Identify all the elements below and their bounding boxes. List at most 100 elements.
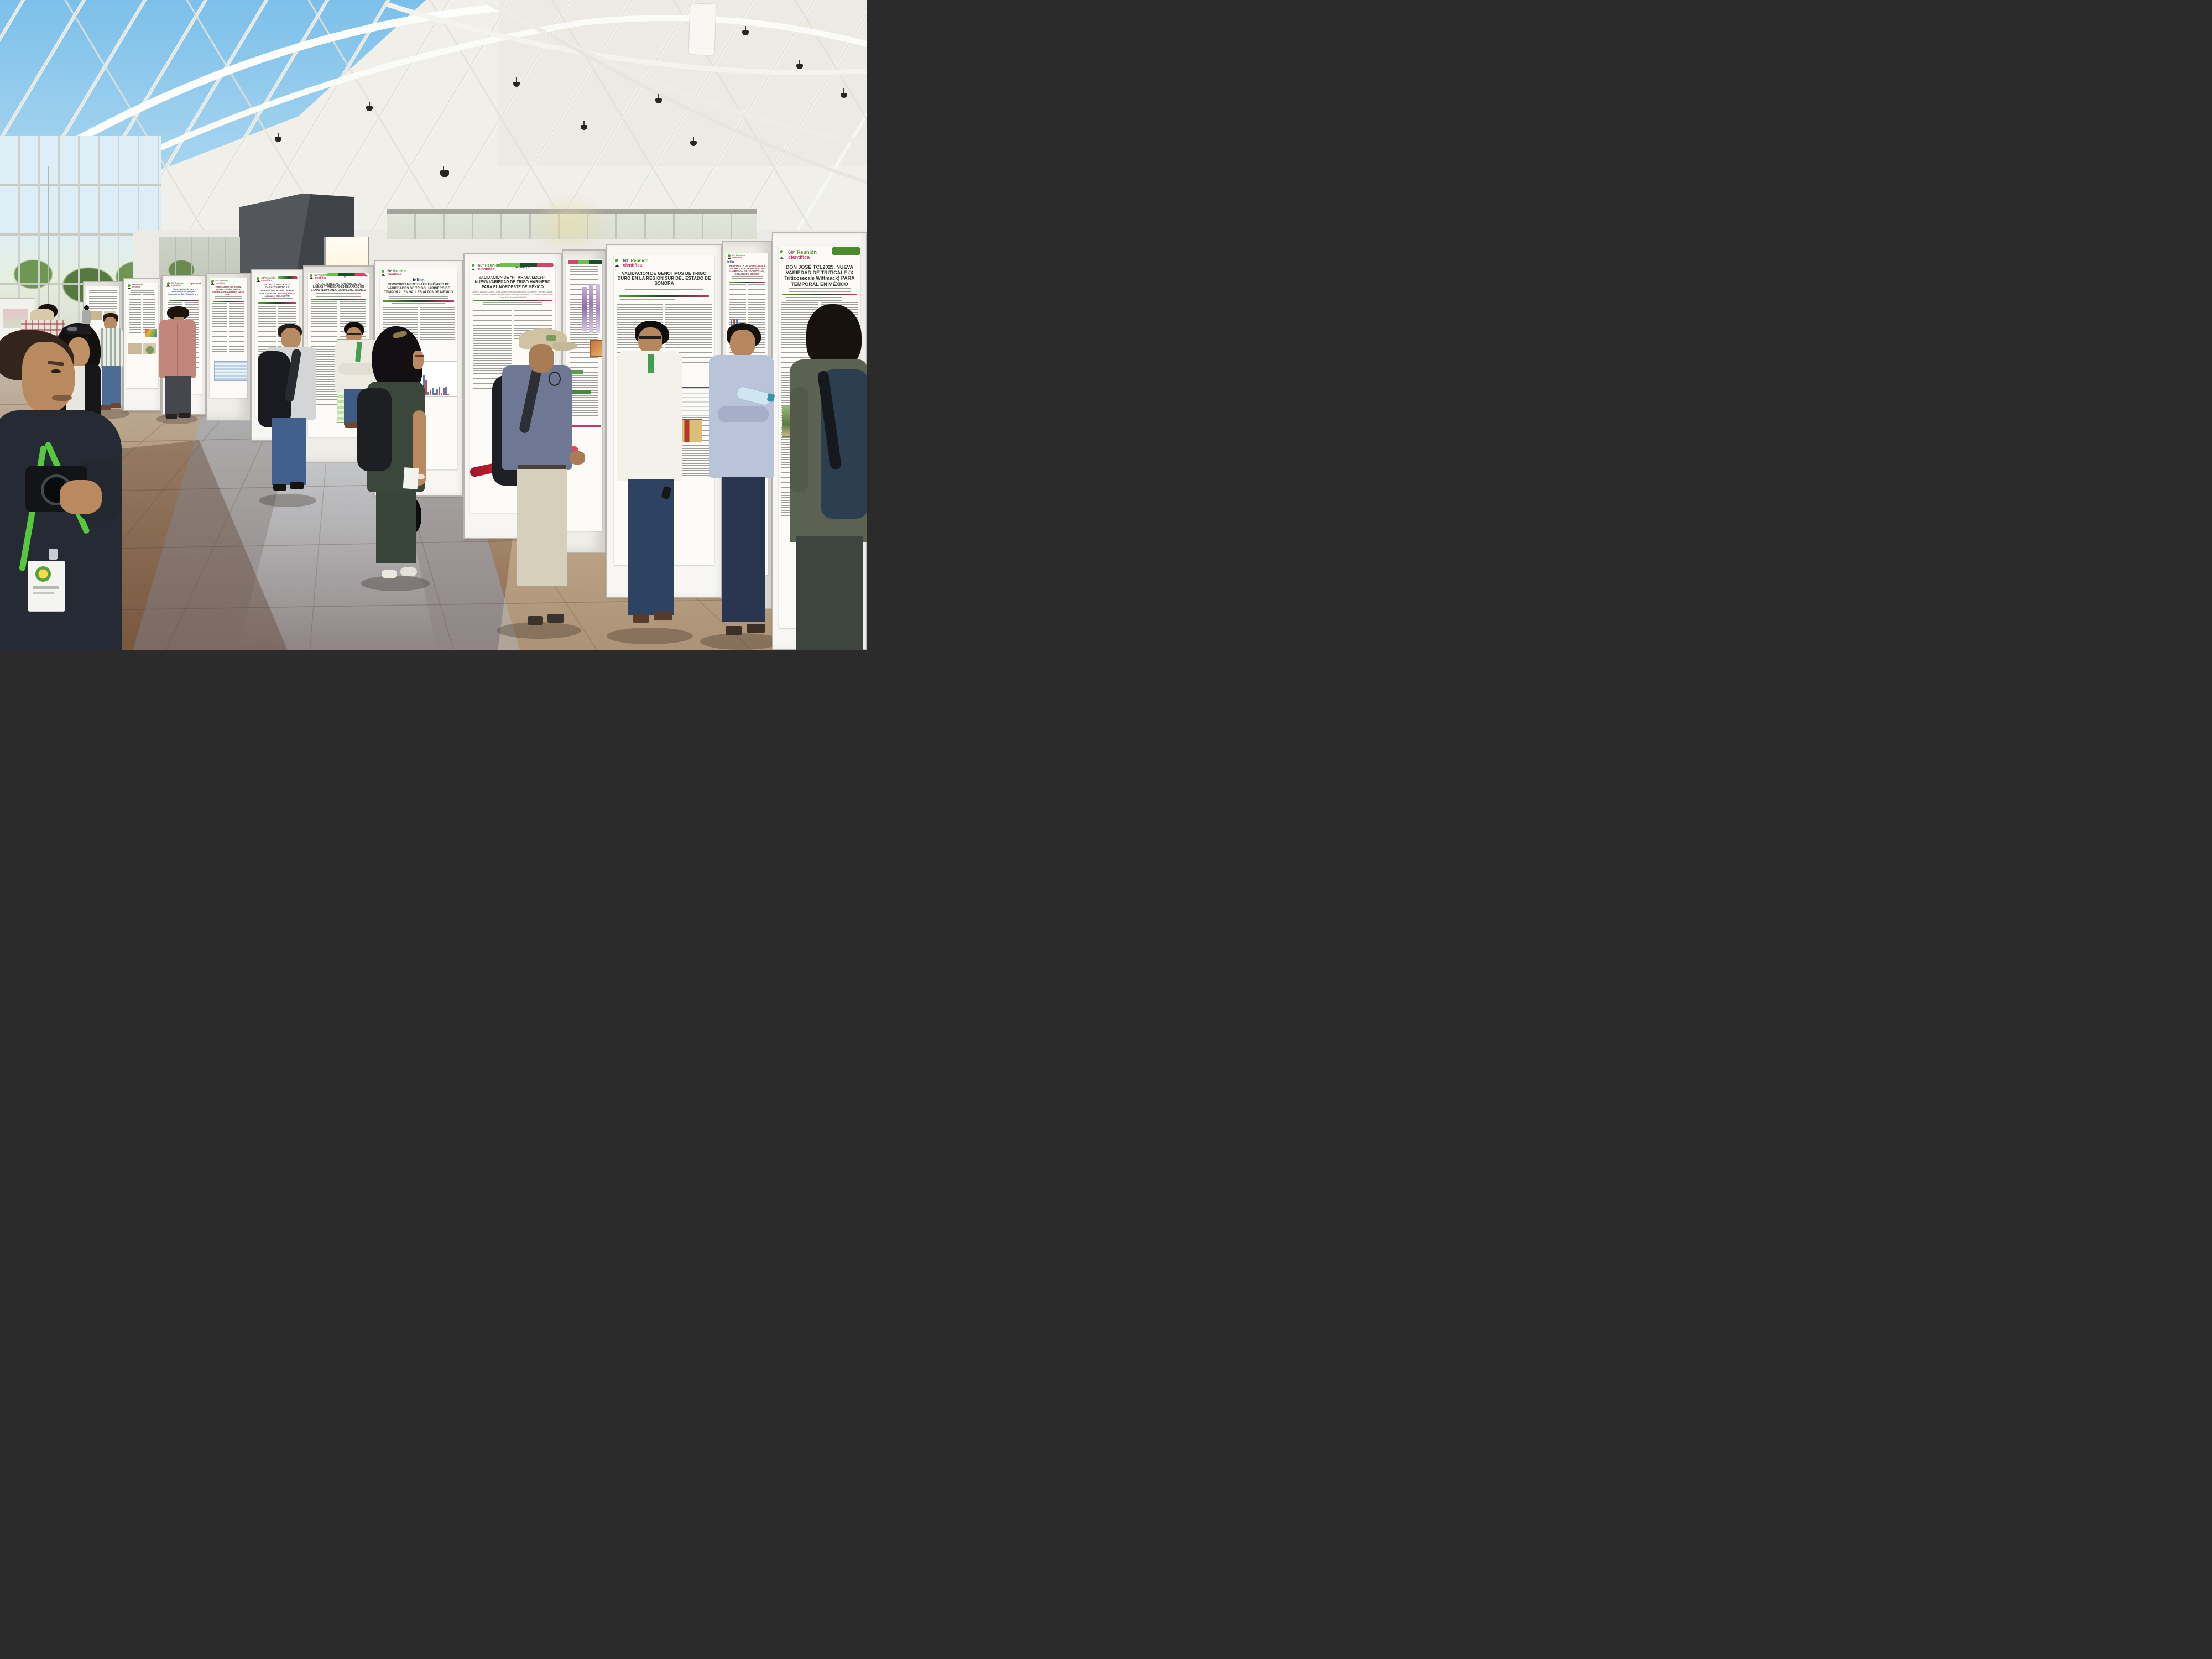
- head: [529, 344, 554, 373]
- poster-avena-ambientes: 60ª Reunión científica VARIEDADES DE AVEN…: [209, 278, 248, 398]
- color-bar: [425, 270, 456, 275]
- reunion-logo-icon: [381, 269, 386, 276]
- logo-cientifica: científica: [215, 281, 226, 284]
- figure-red: [589, 340, 603, 357]
- conference-hall-photo: 60ª Reunión científica 60ª Reunión científ…: [0, 0, 867, 650]
- sunglasses-glint: [67, 327, 77, 331]
- person-right-edge-backpack: [785, 304, 867, 650]
- logo-reunion: Reunión: [219, 279, 228, 282]
- poster-panel-avena-ambientes: 60ª Reunión científica VARIEDADES DE AVEN…: [206, 273, 251, 421]
- logo-reunion: Reunión: [393, 269, 407, 273]
- reunion-logo-icon: [471, 264, 477, 270]
- shoe: [654, 612, 672, 620]
- poster-title: CARACTERES AGRONÓMICOS DE LÍNEAS Y VARIE…: [311, 282, 366, 293]
- poster-panel-sonora: 60ª Reunión científica VALIDACION DE GENO…: [606, 244, 722, 598]
- logo-cientifica: científica: [732, 255, 742, 259]
- badge-paper: [403, 467, 419, 489]
- logo-reunion: Reunión: [175, 281, 184, 284]
- eye: [51, 369, 61, 373]
- shirt: [159, 320, 196, 378]
- glasses: [639, 336, 661, 339]
- logo-edition: 60ª: [215, 279, 219, 282]
- hair: [806, 304, 862, 369]
- poster-authors: Alberto Borbón-Gracia, José Ángel Marroq…: [472, 290, 554, 299]
- shoe: [345, 422, 357, 428]
- gel-lane: [595, 284, 600, 334]
- color-bar: [231, 280, 246, 284]
- hand: [60, 480, 102, 514]
- lanyard: [648, 354, 654, 373]
- poster-title: VALIDACION DE GENOTIPOS DE TRIGO DURO EN…: [617, 271, 711, 286]
- inifap-logo: inifap: [727, 260, 735, 264]
- logo-reunion: Reunión: [736, 253, 745, 257]
- logo-edition: 60ª: [732, 253, 736, 257]
- reunion-logo-icon: [727, 254, 731, 259]
- shoe: [633, 614, 649, 623]
- pendant-lamp: [690, 137, 697, 146]
- green-block: [568, 370, 583, 375]
- khaki-pants: [517, 469, 567, 586]
- jacket: [0, 410, 122, 650]
- pendant-lamp: [742, 26, 749, 35]
- cap-logo: [546, 335, 556, 341]
- poster-title: Descripción de tres variedades de ajonjo…: [168, 287, 199, 295]
- bracelet: [414, 474, 425, 479]
- person-lightblue-shirt-bottle: [702, 323, 782, 650]
- backpack: [258, 351, 291, 427]
- reunion-logo-icon: [615, 259, 622, 267]
- face: [22, 342, 75, 413]
- logo-reunion: Reunión: [319, 273, 331, 277]
- person-striped-shirt: [97, 313, 125, 417]
- color-bar: [499, 263, 553, 267]
- jeans: [102, 366, 121, 406]
- logo-cientifica: científica: [478, 268, 495, 272]
- poster-title: SELECCIONES Y SUS CARACTERÍSTICAS AGRONÓ…: [259, 283, 295, 298]
- head: [104, 317, 117, 331]
- green-block: [568, 390, 591, 395]
- logo-edition: 60ª: [132, 284, 135, 286]
- mustache-shadow: [52, 395, 72, 401]
- logo-edition: 60ª: [314, 273, 319, 277]
- rainbow-map: [144, 329, 157, 337]
- jeans: [628, 479, 674, 615]
- reunion-logo-icon: [211, 279, 215, 285]
- shoe: [547, 614, 564, 623]
- color-bar: [567, 260, 603, 264]
- shoe: [273, 484, 286, 491]
- logo-edition: 60ª: [478, 264, 484, 268]
- logo-reunion: Reunión: [796, 249, 817, 255]
- backpack: [357, 388, 392, 471]
- shoe: [101, 405, 111, 410]
- inifap-logo: inifap: [515, 264, 529, 270]
- hanging-eyeglasses: [549, 372, 561, 386]
- person-gray-tshirt-backpack: [258, 324, 321, 503]
- poster-title: VALIDACIÓN DE “PITAHAYA M2024”, NUEVA VA…: [474, 276, 551, 289]
- pendant-lamp: [366, 102, 373, 111]
- shoe: [528, 616, 543, 625]
- poster-plantas: 60ª Reunión científica: [126, 283, 159, 388]
- striped-shirt: [98, 328, 123, 368]
- logo-reunion: Reunión: [265, 276, 276, 280]
- reunion-logo-icon: [166, 281, 170, 287]
- glasses: [347, 333, 361, 335]
- poster-title: RESPUESTA DE VARIEDADES DE TRIGO DE TEMP…: [729, 264, 765, 276]
- poster-title: DON JOSÉ TCL2025, NUEVA VARIEDAD DE TRIT…: [784, 264, 855, 287]
- color-bar: [278, 276, 297, 280]
- person-white-shirt-jeans: [612, 321, 691, 630]
- trousers: [722, 477, 765, 622]
- plant-photo: [143, 343, 156, 355]
- color-bar: [326, 273, 366, 276]
- logo-edition: 60ª: [171, 281, 175, 284]
- head: [730, 330, 755, 357]
- logo-edition: 60ª: [387, 269, 393, 273]
- pendant-lamp: [513, 77, 520, 87]
- reunion-logo-icon: [780, 249, 787, 259]
- hanging-banner: [688, 3, 717, 56]
- logo-reunion: Reunión: [135, 284, 144, 286]
- logo-cientifica: científica: [261, 279, 272, 282]
- data-table: [213, 361, 248, 381]
- shoe: [726, 626, 742, 635]
- poster-title: VARIEDADES DE AVENA (Avena sativa L.) AN…: [212, 285, 244, 296]
- color-bar: [144, 284, 157, 288]
- white-shoe: [400, 567, 417, 576]
